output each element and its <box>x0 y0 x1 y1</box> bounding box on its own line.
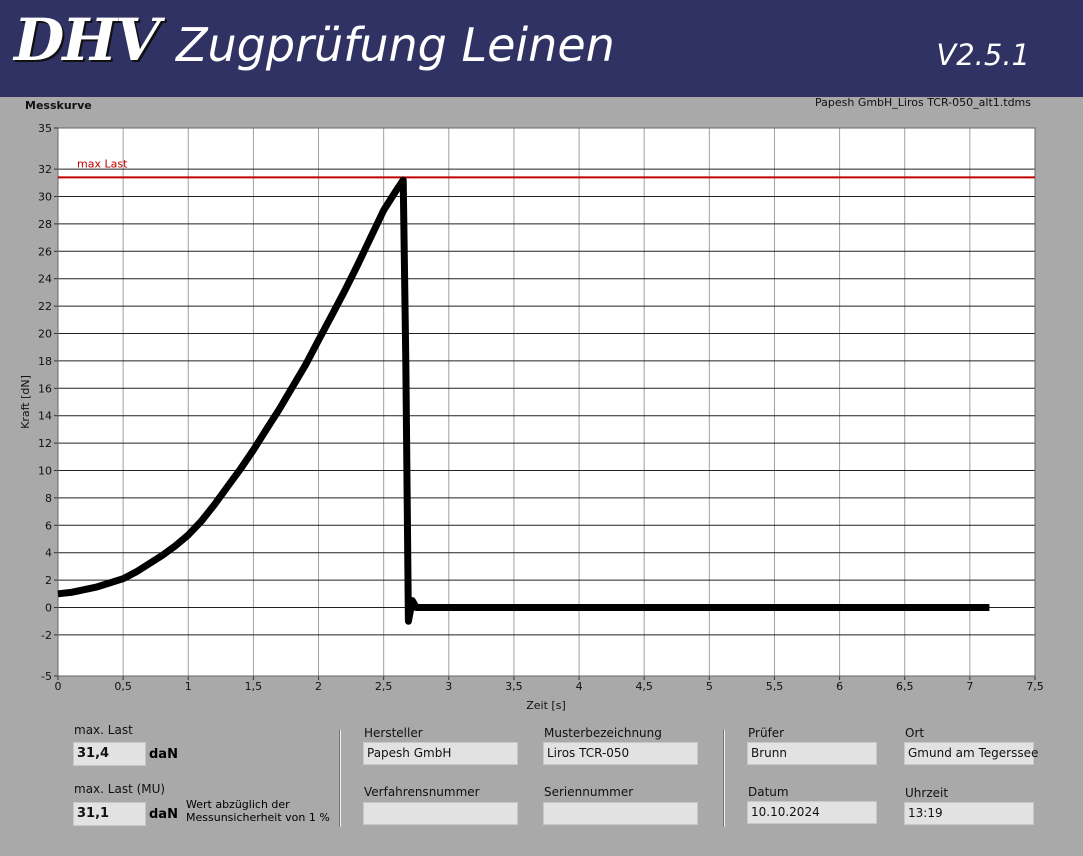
x-tick-label: 6,5 <box>896 680 914 693</box>
chart: Messkurve Papesh GmbH_Liros TCR-050_alt1… <box>19 97 1044 712</box>
x-tick-label: 0 <box>55 680 62 693</box>
field-label: max. Last (MU) <box>74 782 166 796</box>
note-line: Messunsicherheit von 1 % <box>186 811 330 824</box>
y-axis-label: Kraft [dN] <box>19 375 32 429</box>
x-tick-label: 5,5 <box>766 680 784 693</box>
y-tick-label: -5 <box>41 670 52 683</box>
x-tick-label: 2 <box>315 680 322 693</box>
field-value: Liros TCR-050 <box>543 742 698 765</box>
field-label: max. Last <box>74 723 133 737</box>
y-tick-label: 6 <box>45 519 52 532</box>
y-tick-label: 10 <box>38 465 52 478</box>
separator <box>339 730 341 827</box>
field-value: 13:19 <box>904 802 1034 825</box>
x-tick-label: 7 <box>966 680 973 693</box>
y-tick-label: 35 <box>38 122 52 135</box>
y-tick-label: 14 <box>38 410 52 423</box>
unit: daN <box>149 747 178 762</box>
plot-area <box>58 128 1035 676</box>
note: Wert abzüglich der Messunsicherheit von … <box>186 798 330 824</box>
y-tick-label: 22 <box>38 300 52 313</box>
x-tick-label: 0,5 <box>114 680 132 693</box>
field-value <box>543 802 698 825</box>
field-value: 31,4 <box>73 742 146 766</box>
field-label: Hersteller <box>364 726 423 740</box>
separator <box>723 730 725 827</box>
y-tick-label: 16 <box>38 382 52 395</box>
x-tick-label: 1,5 <box>245 680 263 693</box>
note-line: Wert abzüglich der <box>186 798 290 811</box>
field-value: Brunn <box>747 742 877 765</box>
chart-title: Messkurve <box>25 99 92 112</box>
field-label: Uhrzeit <box>905 786 949 800</box>
y-tick-label: 28 <box>38 218 52 231</box>
x-tick-label: 5 <box>706 680 713 693</box>
plot-border <box>57 127 1036 677</box>
y-tick-label: 2 <box>45 574 52 587</box>
y-tick-label: 12 <box>38 437 52 450</box>
x-tick-label: 6 <box>836 680 843 693</box>
x-axis-label: Zeit [s] <box>526 699 565 712</box>
field-label: Musterbezeichnung <box>544 726 662 740</box>
y-tick-label: 26 <box>38 245 52 258</box>
logo: DHV <box>14 6 160 74</box>
y-tick-label: 18 <box>38 355 52 368</box>
y-tick-label: 0 <box>45 602 52 615</box>
app-title: Zugprüfung Leinen <box>176 18 615 72</box>
field-label: Datum <box>748 785 789 799</box>
field-label: Ort <box>905 726 925 740</box>
y-tick-label: 4 <box>45 547 52 560</box>
version: V2.5.1 <box>936 38 1030 72</box>
header: DHV Zugprüfung Leinen V2.5.1 <box>0 0 1083 97</box>
field-value: 10.10.2024 <box>747 801 877 824</box>
unit: daN <box>149 807 178 822</box>
field-value: Papesh GmbH <box>363 742 518 765</box>
field-label: Seriennummer <box>544 785 634 799</box>
x-tick-label: 4 <box>576 680 583 693</box>
y-tick-label: 8 <box>45 492 52 505</box>
y-tick-label: 32 <box>38 163 52 176</box>
y-tick-label: -2 <box>41 629 52 642</box>
field-value: 31,1 <box>73 802 146 826</box>
x-tick-label: 7,5 <box>1026 680 1044 693</box>
y-tick-label: 24 <box>38 273 52 286</box>
x-tick-label: 3 <box>445 680 452 693</box>
y-tick-label: 30 <box>38 191 52 204</box>
x-tick-label: 4,5 <box>635 680 653 693</box>
field-label: Verfahrensnummer <box>364 785 480 799</box>
y-tick-label: 20 <box>38 328 52 341</box>
x-tick-label: 2,5 <box>375 680 393 693</box>
field-value: Gmund am Tegerssee <box>904 742 1038 765</box>
reference-label: max Last <box>77 157 128 170</box>
x-tick-label: 3,5 <box>505 680 523 693</box>
x-tick-label: 1 <box>185 680 192 693</box>
file-name: Papesh GmbH_Liros TCR-050_alt1.tdms <box>815 97 1031 109</box>
field-value <box>363 802 518 825</box>
data-line <box>57 176 990 625</box>
field-label: Prüfer <box>748 726 785 740</box>
